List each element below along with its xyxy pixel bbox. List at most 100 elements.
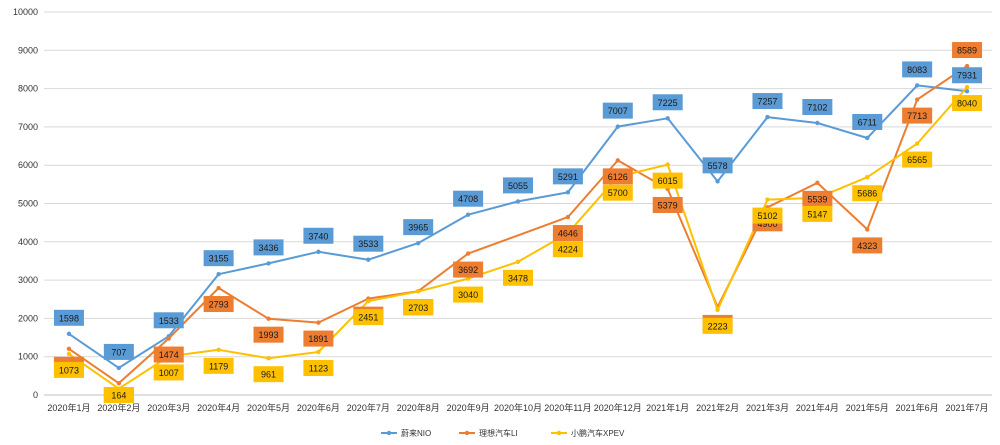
series-lines (66, 63, 970, 391)
data-label: 5291 (552, 168, 583, 185)
data-label-box (253, 366, 284, 383)
data-label-value: 7257 (757, 97, 777, 107)
data-point (914, 97, 920, 102)
x-tick-label: 2020年1月 (47, 402, 90, 413)
data-point (565, 214, 571, 220)
data-label-value: 5686 (857, 189, 877, 199)
legend: 蔚来NIO 理想汽车LI 小鹏汽车XPEV (381, 428, 625, 438)
data-label: 3040 (453, 286, 484, 303)
data-label-box (53, 361, 84, 378)
data-label-value: 5055 (508, 181, 528, 191)
data-label: 1007 (153, 364, 184, 381)
data-label-value: 5379 (658, 200, 678, 210)
data-label-box (952, 67, 983, 84)
data-label: 1598 (53, 309, 84, 326)
data-label-box (802, 98, 833, 115)
data-point (765, 197, 770, 202)
data-label: 3533 (353, 235, 384, 252)
data-label-box (552, 225, 583, 242)
x-tick-label: 2020年4月 (197, 402, 240, 413)
data-point (865, 135, 870, 141)
data-label-value: 6711 (858, 117, 877, 127)
data-point (914, 141, 920, 146)
data-label-box (752, 207, 783, 224)
data-point (465, 251, 471, 256)
data-point (266, 316, 271, 321)
x-tick-label: 2020年12月 (594, 402, 642, 413)
legend-item: 小鹏汽车XPEV (551, 428, 625, 438)
data-label-box (403, 219, 434, 236)
data-point (865, 227, 870, 232)
data-label-box (952, 42, 983, 59)
data-label-value: 1123 (309, 363, 328, 373)
data-label: 8040 (952, 95, 983, 112)
data-label-value: 3533 (358, 239, 378, 249)
data-labels: 1598 707 1533 3155 3436 3740 3533 3965 4708 5055 5… (53, 42, 983, 403)
data-point (116, 365, 122, 371)
x-tick-label: 2021年3月 (746, 402, 789, 413)
y-tick-label: 3000 (18, 275, 38, 285)
data-label-box (203, 296, 234, 313)
legend-item: 蔚来NIO (381, 428, 431, 438)
data-label-box (602, 102, 633, 119)
data-label: 8589 (952, 42, 983, 59)
data-label-box (552, 241, 583, 258)
data-point (266, 261, 271, 266)
data-label: 2451 (353, 309, 384, 326)
data-point (665, 116, 670, 121)
data-label: 7257 (752, 93, 783, 110)
data-label-value: 1993 (259, 330, 279, 340)
data-label: 5102 (752, 207, 783, 224)
data-label-box (852, 113, 883, 130)
data-label-box (303, 330, 334, 347)
data-label: 1073 (53, 361, 84, 378)
data-label-value: 6126 (608, 172, 628, 182)
data-point (815, 120, 820, 126)
x-tick-label: 2021年7月 (946, 402, 989, 413)
y-tick-label: 7000 (18, 122, 38, 132)
data-point (914, 83, 920, 88)
data-label-value: 2793 (209, 300, 229, 310)
data-label-box (852, 185, 883, 202)
data-label: 3478 (503, 269, 533, 286)
data-label-value: 4708 (458, 194, 478, 204)
data-point (66, 346, 72, 351)
data-label-box (253, 326, 284, 343)
data-label-value: 2703 (408, 303, 428, 313)
legend-marker (464, 430, 470, 436)
data-label-box (153, 312, 184, 329)
data-point (865, 175, 870, 180)
data-label-box (303, 359, 334, 376)
data-label: 1123 (303, 359, 334, 376)
data-label-value: 5700 (608, 188, 628, 198)
legend-label: 蔚来NIO (401, 428, 431, 438)
data-label-box (902, 151, 933, 168)
data-point (815, 180, 820, 186)
data-label-value: 6565 (907, 155, 927, 165)
y-tick-label: 8000 (18, 84, 38, 94)
x-tick-label: 2020年2月 (97, 402, 140, 413)
data-label-box (602, 168, 633, 185)
data-point (765, 114, 770, 120)
data-label-box (253, 239, 284, 256)
data-point (66, 351, 72, 357)
data-label-box (602, 184, 633, 201)
data-label-box (203, 250, 234, 267)
data-label-value: 5102 (757, 211, 777, 221)
data-label: 7931 (952, 67, 983, 84)
data-label: 961 (253, 366, 284, 383)
data-label-box (153, 346, 184, 363)
data-label: 7225 (652, 94, 683, 111)
x-tick-label: 2021年2月 (696, 402, 739, 413)
data-label: 4323 (852, 237, 883, 254)
data-label: 6015 (652, 172, 683, 189)
data-label-value: 8040 (957, 99, 977, 109)
x-tick-label: 2021年5月 (846, 402, 889, 413)
x-tick-label: 2021年1月 (646, 402, 689, 413)
x-tick-label: 2020年9月 (447, 402, 490, 413)
y-tick-label: 10000 (13, 7, 38, 17)
data-label-value: 5291 (558, 172, 578, 182)
data-label-value: 3436 (259, 243, 279, 253)
data-point (615, 124, 620, 129)
y-tick-label: 0 (33, 390, 38, 400)
